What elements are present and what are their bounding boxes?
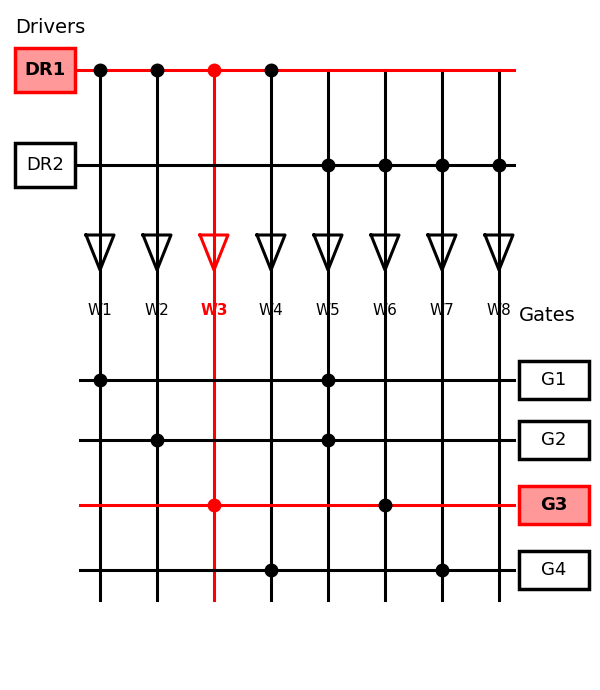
Text: Gates: Gates	[519, 306, 576, 325]
Text: W2: W2	[145, 302, 169, 317]
Text: DR1: DR1	[25, 61, 65, 79]
Text: W3: W3	[200, 302, 228, 317]
Text: DR2: DR2	[26, 156, 64, 174]
FancyBboxPatch shape	[519, 551, 589, 589]
FancyBboxPatch shape	[15, 48, 75, 92]
FancyBboxPatch shape	[15, 143, 75, 187]
Text: W6: W6	[373, 302, 397, 317]
Text: G3: G3	[541, 496, 568, 514]
Text: Drivers: Drivers	[15, 18, 85, 37]
Text: G1: G1	[541, 371, 566, 389]
Text: W8: W8	[487, 302, 511, 317]
Text: G2: G2	[541, 431, 566, 449]
Text: W5: W5	[316, 302, 340, 317]
Text: W1: W1	[88, 302, 112, 317]
FancyBboxPatch shape	[519, 421, 589, 459]
FancyBboxPatch shape	[519, 361, 589, 399]
Text: W7: W7	[430, 302, 454, 317]
Text: G4: G4	[541, 561, 566, 579]
Text: W4: W4	[259, 302, 283, 317]
FancyBboxPatch shape	[519, 486, 589, 524]
